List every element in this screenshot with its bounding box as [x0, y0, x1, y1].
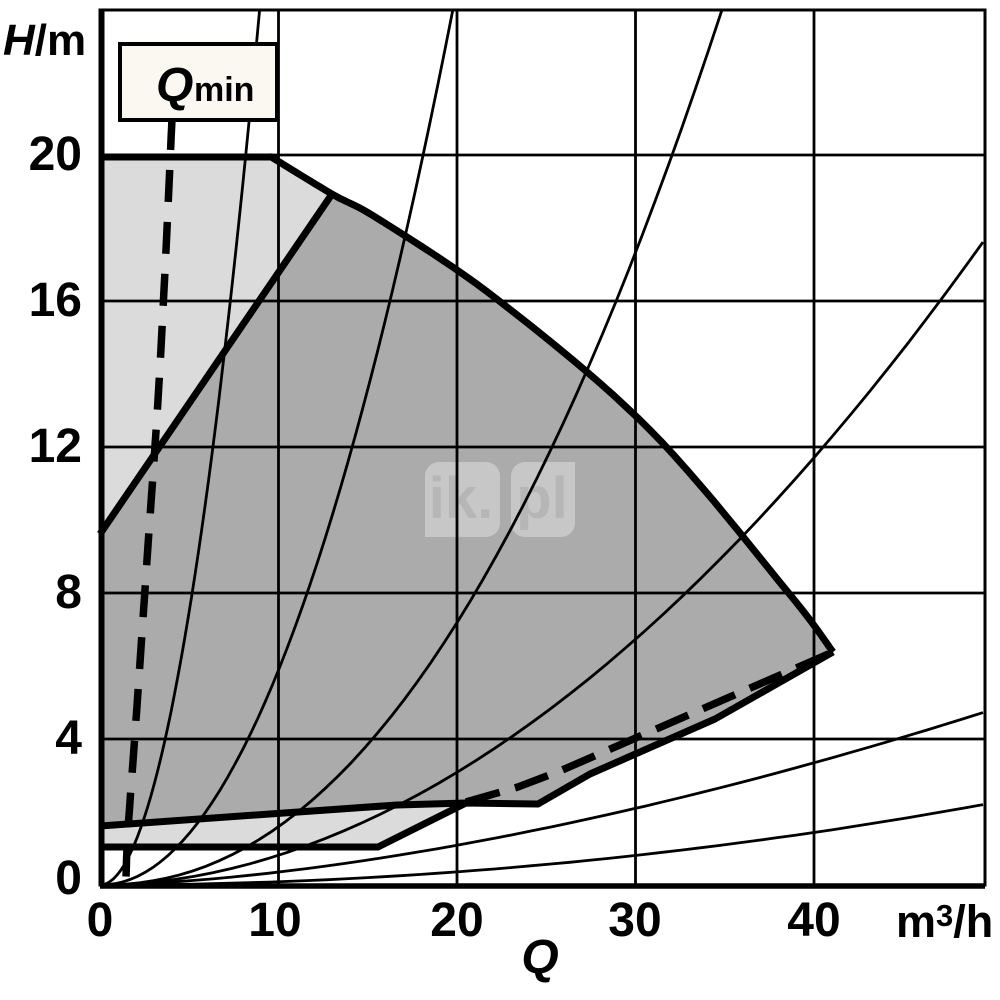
svg-text:H/m: H/m	[3, 16, 86, 65]
svg-text:8: 8	[55, 566, 82, 619]
svg-text:min: min	[194, 71, 254, 109]
svg-text:pl: pl	[516, 466, 568, 531]
svg-text:12: 12	[29, 420, 82, 473]
svg-text:20: 20	[430, 894, 483, 947]
svg-text:40: 40	[787, 894, 840, 947]
svg-text:Q: Q	[156, 59, 193, 112]
svg-text:30: 30	[608, 894, 661, 947]
svg-text:10: 10	[248, 894, 301, 947]
svg-text:4: 4	[55, 712, 82, 765]
svg-text:20: 20	[29, 128, 82, 181]
svg-text:Q: Q	[521, 931, 558, 984]
svg-text:0: 0	[87, 894, 114, 947]
svg-text:ik.: ik.	[429, 466, 494, 531]
svg-text:0: 0	[55, 852, 82, 905]
svg-text:16: 16	[29, 274, 82, 327]
